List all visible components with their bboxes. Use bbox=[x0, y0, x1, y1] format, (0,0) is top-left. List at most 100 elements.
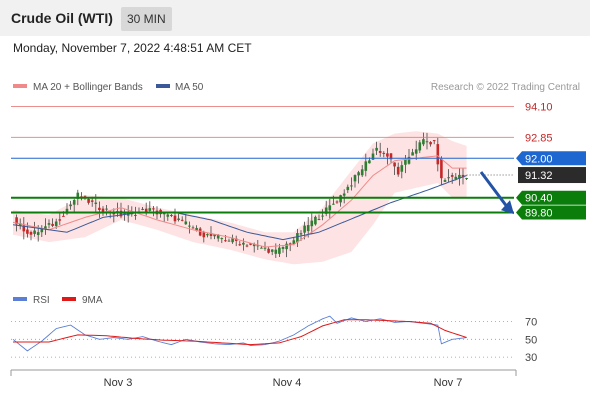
candle-body bbox=[220, 238, 224, 240]
instrument-title: Crude Oil (WTI) bbox=[11, 10, 113, 26]
candle bbox=[350, 177, 353, 191]
candle bbox=[47, 219, 51, 229]
candle bbox=[267, 247, 270, 254]
candle bbox=[346, 184, 350, 194]
candle bbox=[335, 200, 339, 204]
candle bbox=[180, 216, 184, 222]
candle-body bbox=[285, 243, 288, 250]
candle-body bbox=[281, 247, 285, 249]
candle bbox=[310, 213, 314, 235]
candle bbox=[400, 161, 404, 179]
candle bbox=[440, 156, 443, 185]
candle-body bbox=[238, 244, 242, 246]
header-bar: Crude Oil (WTI) 30 MIN bbox=[0, 0, 590, 36]
candle-body bbox=[170, 214, 173, 216]
candle-body bbox=[450, 175, 454, 177]
candle-body bbox=[414, 149, 418, 154]
candle-body bbox=[209, 233, 213, 236]
candle bbox=[202, 230, 206, 243]
legend-ma20: MA 20 + Bollinger Bands bbox=[33, 82, 143, 93]
last-price-label: 91.32 bbox=[525, 170, 553, 182]
candle bbox=[270, 249, 274, 256]
candle-body bbox=[134, 214, 137, 216]
candle-body bbox=[29, 232, 33, 235]
candle-body bbox=[339, 195, 342, 203]
bollinger-band-area bbox=[13, 131, 467, 265]
level-pivot-92-00: 92.00 bbox=[11, 151, 586, 166]
candle-body bbox=[119, 210, 123, 217]
candle-body bbox=[375, 147, 378, 151]
candle bbox=[141, 207, 144, 211]
candle-body bbox=[454, 176, 458, 180]
candle-body bbox=[400, 165, 404, 172]
candle-body bbox=[15, 217, 18, 225]
candle bbox=[339, 194, 342, 207]
candle bbox=[393, 162, 396, 176]
candle-body bbox=[141, 208, 144, 210]
candle-body bbox=[357, 172, 360, 176]
candle-body bbox=[148, 208, 152, 211]
candle bbox=[220, 237, 224, 244]
legend-9ma: 9MA bbox=[82, 295, 103, 306]
rsi-tick-70: 70 bbox=[525, 317, 537, 329]
level-resistance-94-10: 94.10 bbox=[11, 102, 553, 114]
candle-body bbox=[267, 248, 270, 253]
candle bbox=[148, 201, 152, 212]
candle-body bbox=[436, 144, 440, 165]
candle bbox=[234, 235, 238, 247]
candle-body bbox=[65, 208, 69, 214]
candle bbox=[69, 200, 72, 210]
candle-body bbox=[461, 174, 465, 178]
candle bbox=[292, 237, 296, 246]
candle-body bbox=[324, 207, 328, 214]
candle bbox=[317, 214, 321, 221]
candle bbox=[357, 170, 360, 184]
candle bbox=[364, 153, 368, 177]
candle-body bbox=[368, 160, 371, 164]
candle-body bbox=[245, 245, 249, 247]
candle bbox=[170, 213, 173, 218]
candle-body bbox=[306, 225, 310, 232]
support-label: 89.80 bbox=[525, 208, 553, 220]
candle bbox=[177, 213, 180, 222]
candle-body bbox=[202, 232, 206, 238]
level-support-89-80: 89.80 bbox=[11, 205, 586, 220]
candle-body bbox=[76, 192, 80, 199]
candle-body bbox=[432, 140, 436, 142]
candle bbox=[245, 244, 249, 248]
candle bbox=[22, 217, 26, 240]
candle bbox=[119, 202, 123, 219]
candle-body bbox=[105, 208, 108, 210]
candle-body bbox=[396, 166, 400, 175]
candle-body bbox=[263, 247, 267, 249]
candle-body bbox=[274, 249, 278, 254]
candle-body bbox=[224, 240, 227, 242]
level-support-90-40: 90.40 bbox=[11, 190, 586, 205]
forecast-arrow-head bbox=[501, 200, 514, 215]
candle bbox=[152, 205, 155, 217]
candle-body bbox=[404, 159, 407, 165]
timeframe-badge[interactable]: 30 MIN bbox=[121, 7, 172, 31]
candle-body bbox=[90, 200, 94, 202]
candle bbox=[206, 233, 209, 238]
candle-body bbox=[173, 215, 177, 222]
pivot-label: 92.00 bbox=[525, 153, 553, 165]
x-tick-nov7: Nov 7 bbox=[434, 377, 463, 389]
candle-body bbox=[393, 162, 396, 167]
candle bbox=[396, 162, 400, 177]
candle-body bbox=[72, 199, 76, 205]
candle-body bbox=[87, 199, 90, 203]
candle bbox=[321, 209, 324, 221]
support-badge bbox=[516, 190, 586, 205]
candle bbox=[231, 234, 234, 244]
candle-body bbox=[51, 223, 54, 226]
legend-rsi: RSI bbox=[33, 295, 50, 306]
candle bbox=[191, 225, 195, 229]
candle-body bbox=[188, 225, 191, 227]
candle bbox=[33, 221, 36, 237]
candle bbox=[242, 238, 245, 251]
candle-body bbox=[83, 195, 87, 197]
candle-body bbox=[270, 249, 274, 252]
resistance-label: 94.10 bbox=[525, 102, 553, 114]
